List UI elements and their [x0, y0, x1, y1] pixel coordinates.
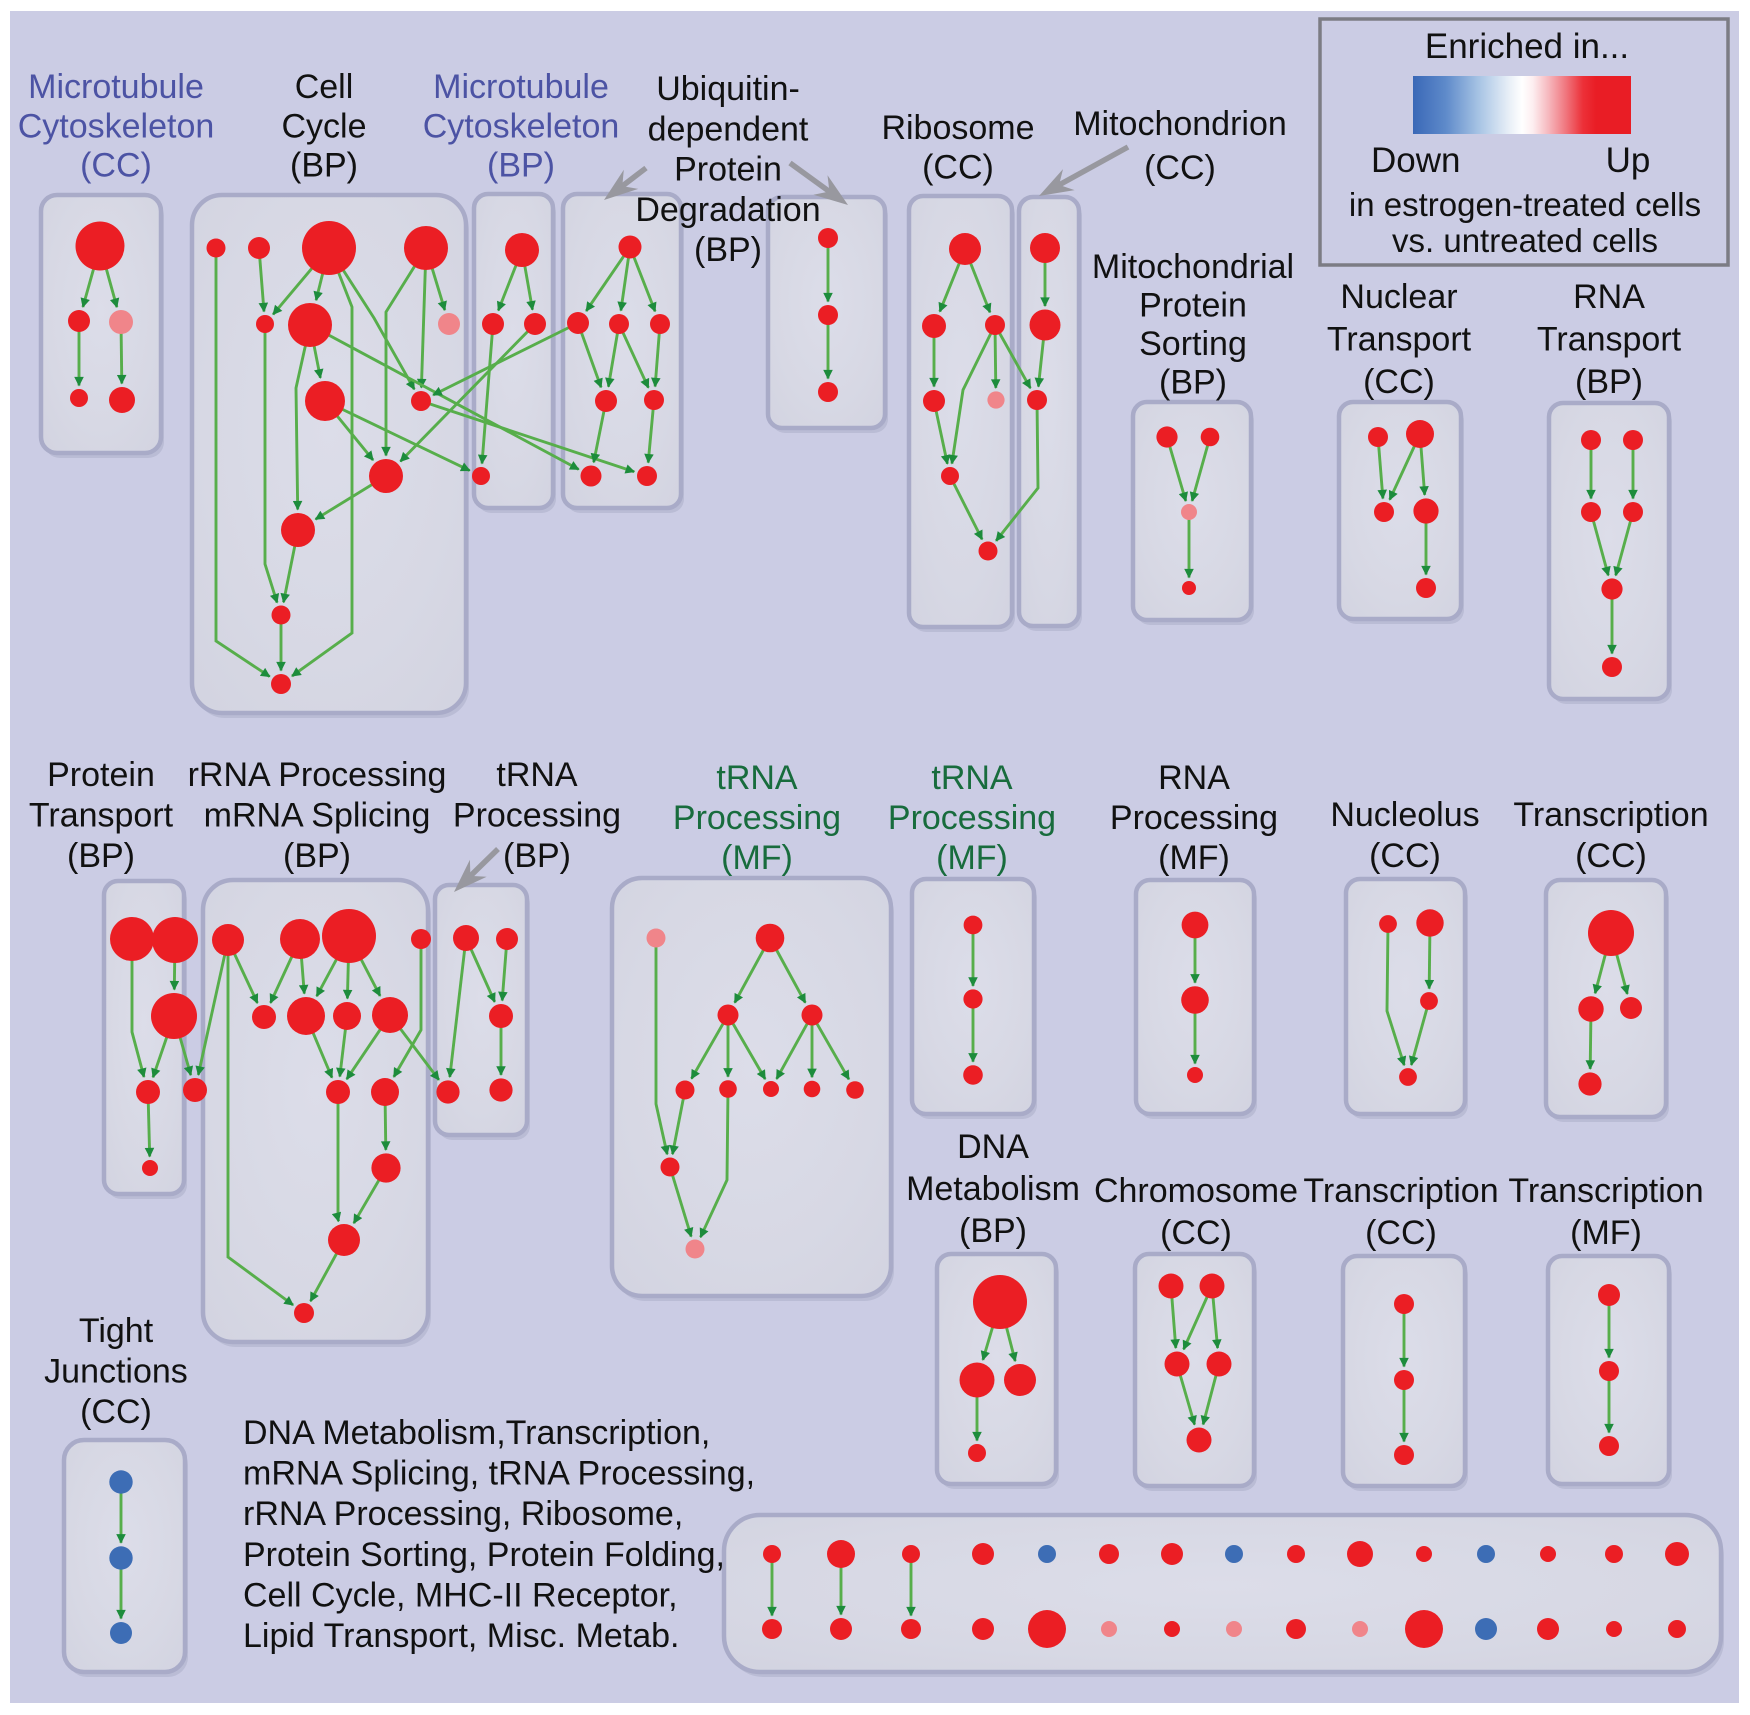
svg-text:(CC): (CC): [1363, 363, 1435, 401]
svg-text:Cycle: Cycle: [281, 107, 366, 145]
svg-text:Ribosome: Ribosome: [881, 109, 1034, 147]
svg-text:Degradation: Degradation: [635, 191, 820, 229]
svg-text:Lipid Transport, Misc. Metab.: Lipid Transport, Misc. Metab.: [243, 1617, 680, 1655]
svg-text:(MF): (MF): [1570, 1214, 1642, 1252]
svg-text:Metabolism: Metabolism: [906, 1170, 1080, 1208]
svg-text:Processing: Processing: [1110, 799, 1278, 837]
svg-text:Mitochondrial: Mitochondrial: [1092, 248, 1294, 286]
svg-text:(BP): (BP): [487, 147, 555, 185]
svg-text:Tight: Tight: [79, 1312, 154, 1350]
svg-text:Nuclear: Nuclear: [1340, 278, 1457, 316]
svg-text:Transcription: Transcription: [1508, 1172, 1703, 1210]
svg-text:DNA: DNA: [957, 1128, 1029, 1166]
svg-text:Protein: Protein: [1139, 287, 1247, 325]
svg-text:Enriched in...: Enriched in...: [1425, 27, 1629, 66]
svg-text:(BP): (BP): [290, 147, 358, 185]
svg-text:(CC): (CC): [1575, 837, 1647, 875]
svg-text:(CC): (CC): [1365, 1214, 1437, 1252]
svg-text:(CC): (CC): [1160, 1214, 1232, 1252]
svg-text:tRNA: tRNA: [496, 756, 578, 794]
svg-text:(BP): (BP): [1159, 364, 1227, 402]
svg-text:(CC): (CC): [80, 1393, 152, 1431]
svg-text:in estrogen-treated cells: in estrogen-treated cells: [1349, 186, 1701, 223]
svg-text:Processing: Processing: [453, 797, 621, 835]
svg-text:(MF): (MF): [936, 839, 1008, 877]
svg-text:(BP): (BP): [283, 837, 351, 875]
svg-text:Transport: Transport: [29, 797, 174, 835]
svg-text:Transcription: Transcription: [1303, 1172, 1498, 1210]
svg-text:Ubiquitin-: Ubiquitin-: [656, 70, 800, 108]
svg-text:(BP): (BP): [1575, 363, 1643, 401]
svg-text:Protein Sorting, Protein Foldi: Protein Sorting, Protein Folding,: [243, 1536, 725, 1574]
svg-text:rRNA Processing: rRNA Processing: [188, 756, 447, 794]
svg-text:Cytoskeleton: Cytoskeleton: [18, 107, 215, 145]
svg-text:(BP): (BP): [959, 1212, 1027, 1250]
svg-text:Processing: Processing: [888, 799, 1056, 837]
svg-text:Mitochondrion: Mitochondrion: [1073, 105, 1287, 143]
svg-text:RNA: RNA: [1573, 278, 1645, 316]
svg-text:(MF): (MF): [721, 839, 793, 877]
svg-text:Up: Up: [1606, 141, 1651, 180]
svg-text:(CC): (CC): [922, 149, 994, 187]
svg-text:DNA Metabolism,Transcription,: DNA Metabolism,Transcription,: [243, 1414, 710, 1452]
svg-text:Sorting: Sorting: [1139, 325, 1247, 363]
svg-text:mRNA Splicing: mRNA Splicing: [204, 797, 431, 835]
svg-text:Nucleolus: Nucleolus: [1330, 796, 1479, 834]
svg-text:Microtubule: Microtubule: [433, 68, 609, 106]
svg-text:Chromosome: Chromosome: [1094, 1172, 1298, 1210]
svg-text:(CC): (CC): [1369, 837, 1441, 875]
svg-text:tRNA: tRNA: [716, 759, 798, 797]
svg-text:Down: Down: [1371, 141, 1460, 180]
svg-text:mRNA Splicing, tRNA Processing: mRNA Splicing, tRNA Processing,: [243, 1455, 755, 1493]
svg-text:(BP): (BP): [503, 837, 571, 875]
svg-text:Transcription: Transcription: [1513, 796, 1708, 834]
svg-text:Cell Cycle, MHC-II Receptor,: Cell Cycle, MHC-II Receptor,: [243, 1576, 678, 1614]
svg-text:Cell: Cell: [295, 68, 354, 106]
svg-text:RNA: RNA: [1158, 759, 1230, 797]
svg-text:Protein: Protein: [47, 756, 155, 794]
svg-text:(BP): (BP): [694, 231, 762, 269]
svg-text:vs. untreated cells: vs. untreated cells: [1392, 222, 1658, 259]
svg-text:Junctions: Junctions: [44, 1353, 188, 1391]
svg-text:Transport: Transport: [1327, 321, 1472, 359]
svg-text:(MF): (MF): [1158, 839, 1230, 877]
svg-text:dependent: dependent: [648, 110, 809, 148]
svg-text:Cytoskeleton: Cytoskeleton: [423, 107, 620, 145]
svg-text:(BP): (BP): [67, 837, 135, 875]
svg-text:Protein: Protein: [674, 151, 782, 189]
svg-text:rRNA Processing, Ribosome,: rRNA Processing, Ribosome,: [243, 1495, 683, 1533]
svg-text:tRNA: tRNA: [931, 759, 1013, 797]
svg-text:Transport: Transport: [1537, 321, 1682, 359]
svg-text:Microtubule: Microtubule: [28, 68, 204, 106]
svg-text:(CC): (CC): [80, 147, 152, 185]
svg-text:(CC): (CC): [1144, 149, 1216, 187]
svg-text:Processing: Processing: [673, 799, 841, 837]
